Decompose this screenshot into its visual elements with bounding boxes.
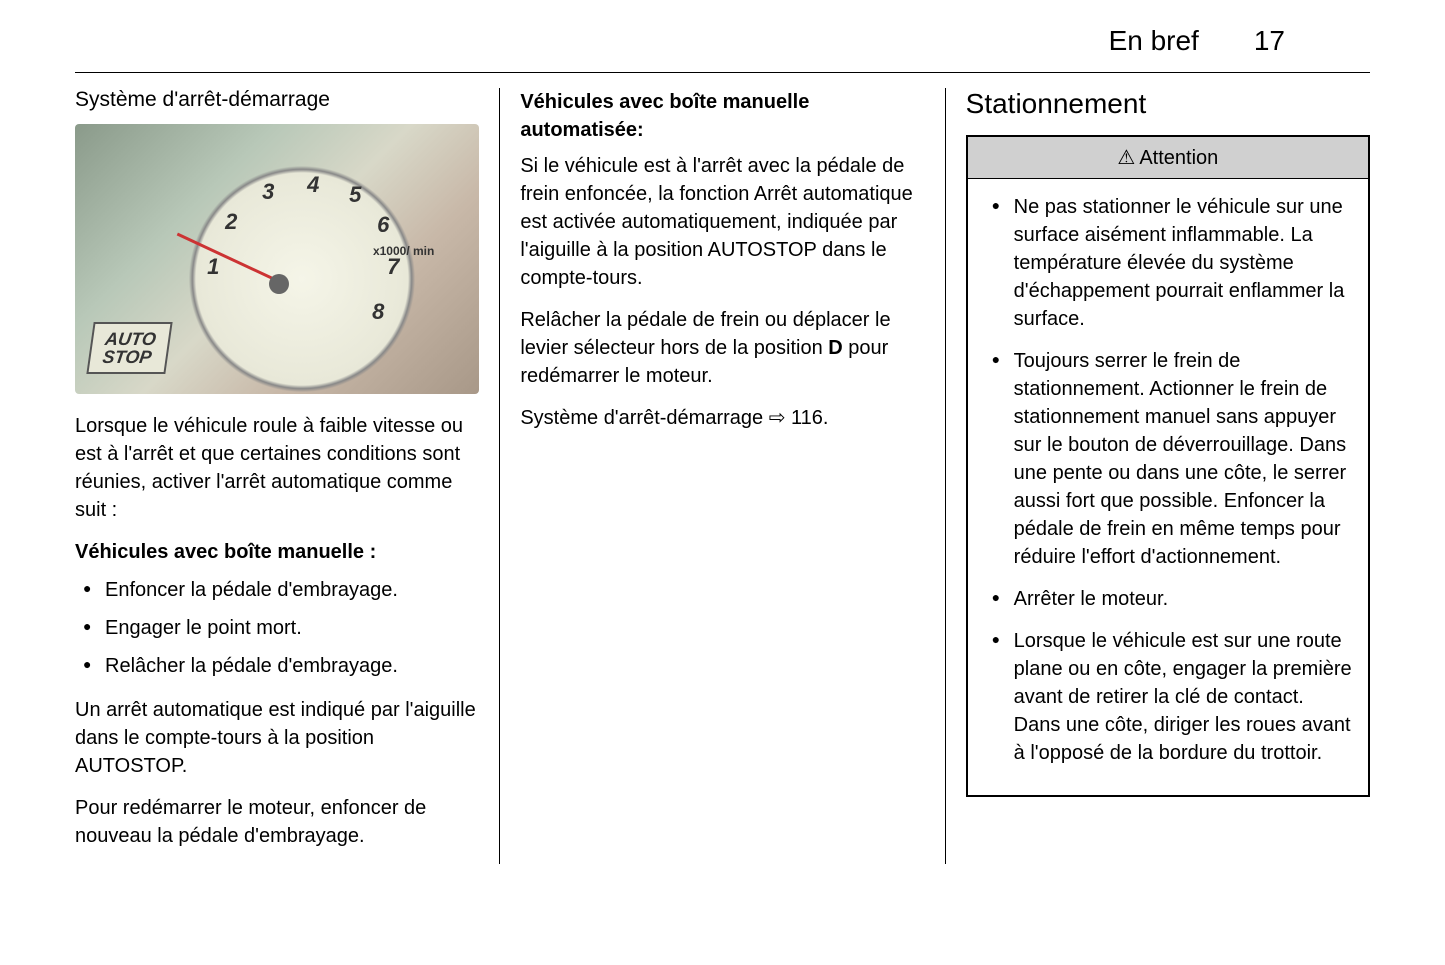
system-ref-page: 116. — [785, 407, 828, 429]
system-reference: Système d'arrêt-démarrage ⇨ 116. — [520, 404, 924, 432]
manual-page: En bref 17 Système d'arrêt-démarrage 1 2… — [0, 0, 1445, 965]
parking-title: Stationnement — [966, 88, 1370, 120]
x1000-label: x1000/ min — [373, 244, 434, 258]
attention-label: Attention — [1139, 147, 1218, 169]
gauge-num-5: 5 — [349, 182, 361, 208]
manual-gearbox-title: Véhicules avec boîte manuelle : — [75, 538, 479, 566]
gauge-num-2: 2 — [225, 209, 237, 235]
gauge-num-1: 1 — [207, 254, 219, 280]
attention-list: Ne pas stationner le véhicule sur une su… — [984, 193, 1352, 767]
list-item: Engager le point mort. — [75, 612, 479, 644]
automated-gearbox-title: Véhicules avec boîte manuelle automatisé… — [520, 88, 924, 144]
page-header: En bref 17 — [75, 0, 1370, 73]
column-1: Système d'arrêt-démarrage 1 2 3 4 5 6 7 … — [75, 88, 500, 864]
header-section-title: En bref — [1109, 25, 1199, 57]
autostop-text: Un arrêt automatique est indiqué par l'a… — [75, 696, 479, 780]
reference-arrow-icon: ⇨ — [769, 404, 786, 432]
auto-stop-label: AUTOSTOP — [86, 322, 172, 374]
manual-steps-list: Enfoncer la pédale d'embrayage. Engager … — [75, 574, 479, 682]
gauge-center — [269, 274, 289, 294]
list-item: Lorsque le véhicule est sur une route pl… — [984, 627, 1352, 767]
list-item: Enfoncer la pédale d'embrayage. — [75, 574, 479, 606]
attention-header: ⚠Attention — [968, 137, 1368, 179]
gauge-dial: 1 2 3 4 5 6 7 8 — [177, 154, 427, 394]
column-2: Véhicules avec boîte manuelle automatisé… — [500, 88, 945, 864]
list-item: Relâcher la pédale d'embrayage. — [75, 650, 479, 682]
intro-text: Lorsque le véhicule roule à faible vites… — [75, 412, 479, 524]
list-item: Ne pas stationner le véhicule sur une su… — [984, 193, 1352, 333]
column-3: Stationnement ⚠Attention Ne pas stationn… — [946, 88, 1370, 864]
warning-triangle-icon: ⚠ — [1117, 145, 1135, 170]
gauge-num-8: 8 — [372, 299, 384, 325]
tachometer-image: 1 2 3 4 5 6 7 8 x1000/ min AUTOSTOP — [75, 124, 479, 394]
list-item: Toujours serrer le frein de stationnemen… — [984, 347, 1352, 571]
gauge-num-6: 6 — [377, 212, 389, 238]
gauge-num-3: 3 — [262, 179, 274, 205]
restart-text: Pour redémarrer le moteur, enfoncer de n… — [75, 794, 479, 850]
content-columns: Système d'arrêt-démarrage 1 2 3 4 5 6 7 … — [0, 88, 1445, 864]
gauge-num-4: 4 — [307, 172, 319, 198]
page-number: 17 — [1254, 25, 1285, 57]
list-item: Arrêter le moteur. — [984, 585, 1352, 613]
attention-body: Ne pas stationner le véhicule sur une su… — [968, 179, 1368, 795]
automated-text: Si le véhicule est à l'arrêt avec la péd… — [520, 152, 924, 292]
release-bold: D — [828, 337, 842, 359]
stop-start-title: Système d'arrêt-démarrage — [75, 88, 479, 112]
release-text: Relâcher la pédale de frein ou déplacer … — [520, 306, 924, 390]
system-ref-text: Système d'arrêt-démarrage — [520, 407, 768, 429]
attention-box: ⚠Attention Ne pas stationner le véhicule… — [966, 135, 1370, 797]
